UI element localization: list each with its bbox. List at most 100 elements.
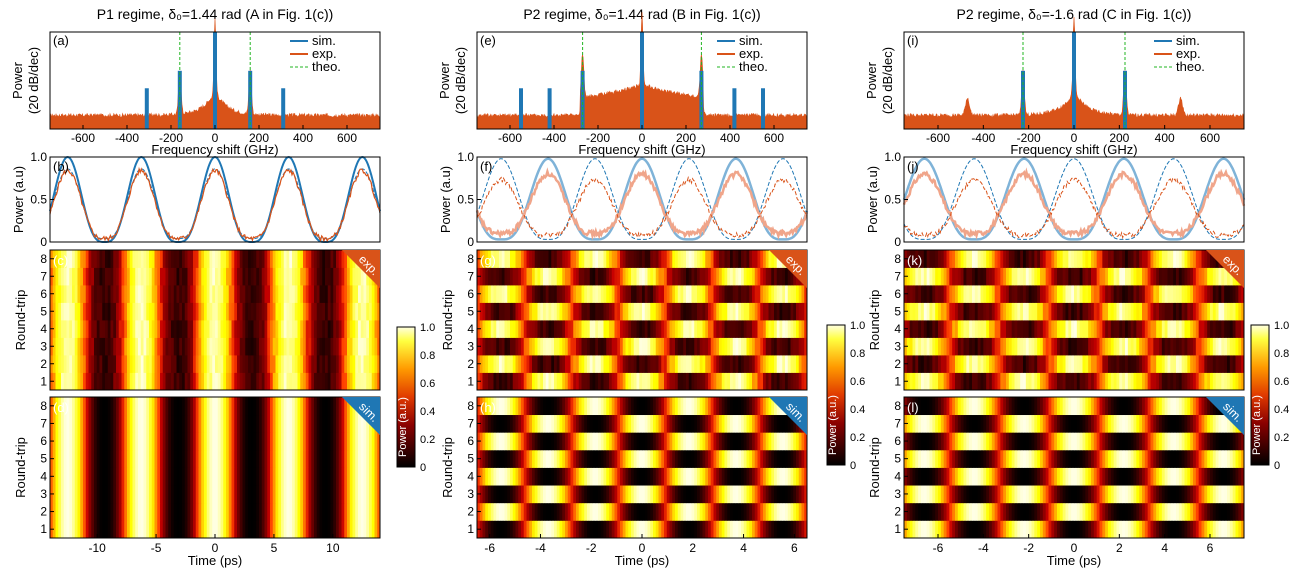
heatmap-cell — [644, 302, 648, 321]
heatmap-cell — [344, 414, 348, 433]
heatmap-cell — [162, 485, 166, 504]
heatmap-cell — [319, 285, 323, 303]
heatmap-cell — [61, 502, 65, 521]
heatmap-cell — [677, 320, 681, 338]
heatmap-cell — [1057, 320, 1061, 338]
heatmap-cell — [61, 449, 65, 468]
heatmap-cell — [110, 449, 114, 468]
heatmap-cell — [102, 302, 106, 321]
heatmap-cell — [694, 372, 698, 391]
heatmap-cell — [724, 502, 728, 521]
heatmap-cell — [187, 467, 191, 486]
heatmap-cell — [83, 355, 87, 373]
heatmap-cell — [482, 467, 486, 486]
heatmap-cell — [929, 372, 933, 391]
heatmap-cell — [217, 449, 221, 468]
heatmap-cell — [595, 267, 599, 286]
heatmap-cell — [983, 337, 987, 356]
heatmap-cell — [272, 355, 276, 373]
heatmap-cell — [289, 520, 293, 539]
heatmap-cell — [215, 414, 219, 433]
heatmap-cell — [231, 250, 235, 268]
heatmap-cell — [752, 520, 756, 539]
heatmap-cell — [118, 397, 122, 416]
heatmap-cell — [915, 355, 919, 373]
heatmap-cell — [688, 250, 692, 268]
heatmap-cell — [521, 414, 525, 433]
heatmap-cell — [209, 320, 213, 338]
heatmap-cell — [231, 502, 235, 521]
y-tick-label: 8 — [40, 399, 47, 413]
heatmap-cell — [1028, 250, 1032, 268]
heatmap-cell — [228, 449, 232, 468]
heatmap-cell — [677, 250, 681, 268]
heatmap-cell — [562, 285, 566, 303]
heatmap-cell — [58, 302, 62, 321]
heatmap-cell — [94, 337, 98, 356]
heatmap-cell — [1122, 302, 1126, 321]
heatmap-cell — [237, 337, 241, 356]
heatmap-cell — [349, 414, 353, 433]
heatmap-cell — [705, 414, 709, 433]
heatmap-cell — [1079, 320, 1083, 338]
heatmap-cell — [63, 432, 67, 451]
heatmap-cell — [259, 485, 263, 504]
heatmap-cell — [540, 467, 544, 486]
heatmap-cell — [488, 302, 492, 321]
heatmap-cell — [360, 372, 364, 391]
heatmap-cell — [606, 267, 610, 286]
heatmap-cell — [625, 302, 629, 321]
heatmap-cell — [88, 414, 92, 433]
heatmap-cell — [521, 397, 525, 416]
heatmap-cell — [327, 250, 331, 268]
heatmap-cell — [765, 397, 769, 416]
sim-profile — [49, 155, 381, 243]
heatmap-cell — [625, 432, 629, 451]
heatmap-cell — [576, 502, 580, 521]
heatmap-cell — [242, 250, 246, 268]
heatmap-cell — [358, 337, 362, 356]
x-tick-label: 0 — [639, 131, 646, 145]
heatmap-cell — [949, 337, 953, 356]
heatmap-cell — [138, 520, 142, 539]
heatmap-cell — [55, 502, 59, 521]
heatmap-cell — [1068, 337, 1072, 356]
heatmap-cell — [1025, 285, 1030, 303]
heatmap-cell — [969, 302, 973, 321]
heatmap-cell — [226, 372, 230, 391]
heatmap-cell — [587, 355, 591, 373]
heatmap-cell — [220, 467, 224, 486]
heatmap-cell — [543, 285, 547, 303]
heatmap-cell — [584, 502, 588, 521]
heatmap-cell — [352, 520, 356, 539]
heatmap-cell — [1093, 302, 1098, 321]
heatmap-cell — [774, 285, 778, 303]
heatmap-cell — [606, 337, 610, 356]
heatmap-cell — [972, 337, 976, 356]
heatmap-cell — [1116, 302, 1120, 321]
heatmap-cell — [658, 397, 662, 416]
corner-tag-bg — [769, 250, 807, 288]
heatmap-cell — [760, 485, 764, 504]
heatmap-cell — [752, 449, 756, 468]
heatmap-cell — [146, 267, 150, 286]
heatmap-cell — [779, 485, 783, 504]
heatmap-cell — [281, 467, 285, 486]
heatmap-cell — [171, 432, 175, 451]
heatmap-cell — [341, 355, 345, 373]
heatmap-cell — [176, 414, 180, 433]
heatmap-cell — [1006, 302, 1010, 321]
heatmap-cell — [493, 355, 497, 373]
heatmap-cell — [135, 337, 139, 356]
heatmap-cell — [1159, 285, 1163, 303]
heatmap-cell — [532, 337, 536, 356]
heatmap-cell — [292, 414, 296, 433]
heatmap-cell — [1164, 302, 1168, 321]
heatmap-cell — [1008, 337, 1013, 356]
heatmap-cell — [556, 414, 560, 433]
heatmap-cell — [305, 397, 309, 416]
heatmap-cell — [521, 485, 525, 504]
heatmap-cell — [994, 302, 998, 321]
heatmap-cell — [88, 502, 92, 521]
heatmap-cell — [493, 432, 497, 451]
